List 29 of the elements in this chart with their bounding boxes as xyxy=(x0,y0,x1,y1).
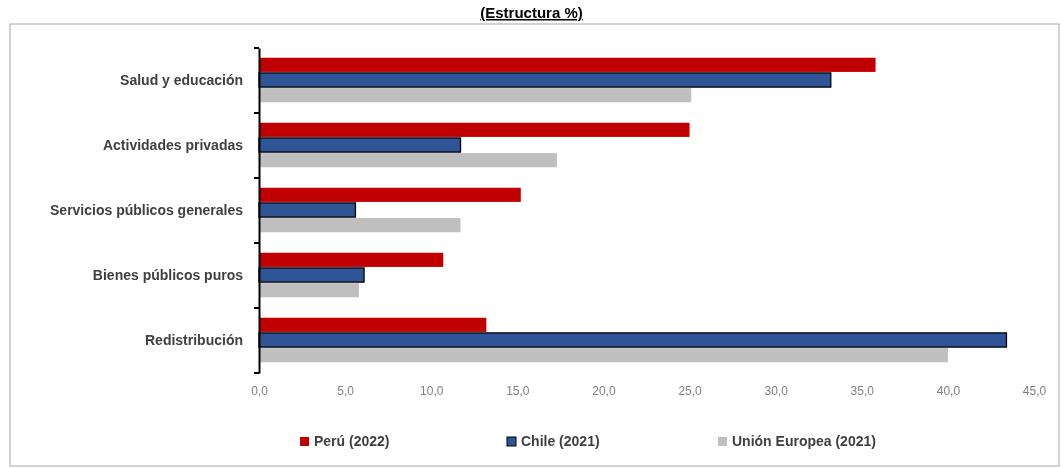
x-tick-label: 15,0 xyxy=(506,383,530,398)
legend-label: Perú (2022) xyxy=(314,433,390,449)
x-tick-label: 25,0 xyxy=(678,383,703,398)
bar xyxy=(259,153,557,168)
x-tick-label: 35,0 xyxy=(850,383,875,398)
legend-label: Unión Europea (2021) xyxy=(732,433,876,449)
bar xyxy=(259,348,948,363)
x-tick-label: 0,0 xyxy=(251,383,269,398)
y-tick-label: Servicios públicos generales xyxy=(50,201,244,218)
x-tick-label: 5,0 xyxy=(337,383,355,398)
x-tick-label: 10,0 xyxy=(420,383,444,398)
bar xyxy=(259,122,690,137)
x-tick-label: 40,0 xyxy=(936,383,961,398)
chart-title: (Estructura %) xyxy=(480,4,583,21)
bar xyxy=(259,283,359,298)
bar xyxy=(259,252,444,267)
bar xyxy=(259,88,692,103)
x-tick-label: 30,0 xyxy=(764,383,789,398)
y-tick-label: Redistribución xyxy=(144,331,243,348)
y-tick-label: Bienes públicos puros xyxy=(92,266,244,283)
y-tick-label: Salud y educación xyxy=(120,71,243,88)
bar xyxy=(259,57,876,72)
y-tick-label: Actividades privadas xyxy=(102,136,244,153)
x-tick-label: 45,0 xyxy=(1022,383,1047,398)
bar xyxy=(259,187,521,202)
bar xyxy=(259,317,487,332)
x-tick-label: 20,0 xyxy=(592,383,616,398)
bar xyxy=(259,218,461,233)
legend-label: Chile (2021) xyxy=(521,433,600,449)
